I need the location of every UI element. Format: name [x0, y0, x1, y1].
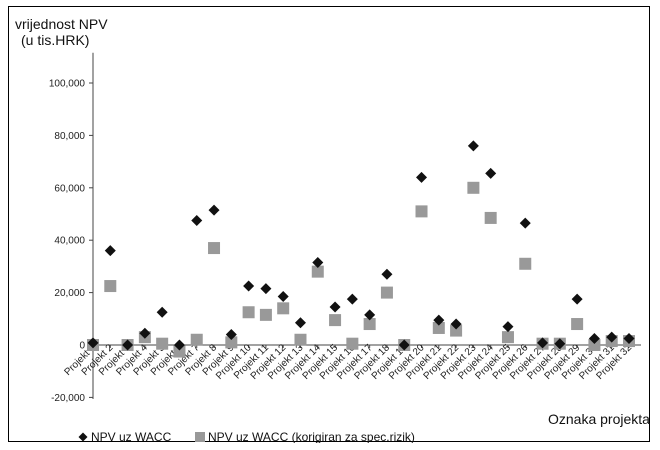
point-adjusted-npv [259, 308, 272, 321]
point-npv-wacc [537, 337, 549, 349]
point-npv-wacc [104, 245, 116, 257]
y-tick-label: 20,000 [54, 288, 85, 299]
point-adjusted-npv [242, 306, 255, 319]
point-adjusted-npv [380, 286, 393, 299]
y-axis-label-line-1: vrijednost NPV [15, 16, 108, 32]
point-npv-wacc [225, 329, 237, 341]
point-npv-wacc [364, 309, 376, 321]
point-npv-wacc [588, 332, 600, 344]
point-npv-wacc [87, 337, 99, 349]
point-npv-wacc [329, 301, 341, 313]
y-tick-label: 0 [79, 341, 85, 352]
point-npv-wacc [139, 327, 151, 339]
point-npv-wacc [243, 280, 255, 292]
point-adjusted-npv [450, 324, 463, 337]
y-tick-label: 40,000 [54, 236, 85, 247]
legend: NPV uz WACC NPV uz WACC (korigiran za spe… [78, 430, 415, 443]
point-adjusted-npv [363, 318, 376, 331]
point-npv-wacc [571, 293, 583, 305]
point-adjusted-npv [190, 333, 203, 346]
point-npv-wacc [606, 331, 618, 343]
point-npv-wacc [294, 317, 306, 329]
point-npv-wacc [623, 332, 635, 344]
x-axis-label: Oznaka projekta [548, 411, 650, 427]
point-adjusted-npv [294, 333, 307, 346]
legend-label-adjusted-npv: NPV uz WACC (korigiran za spec.rizik) [208, 430, 415, 443]
point-adjusted-npv [467, 181, 480, 194]
point-adjusted-npv [277, 302, 290, 315]
y-tick-labels: -20,000 0 20,000 40,000 60,000 80,000 100,000 [49, 79, 86, 404]
point-adjusted-npv [311, 265, 324, 278]
point-adjusted-npv [173, 345, 186, 358]
y-tick-label: -20,000 [51, 393, 85, 404]
point-npv-wacc [398, 339, 410, 351]
point-npv-wacc [433, 314, 445, 326]
point-npv-wacc [277, 291, 289, 303]
point-adjusted-npv [104, 280, 117, 293]
legend-marker-adjusted-npv [195, 432, 205, 442]
point-npv-wacc [519, 217, 531, 229]
point-npv-wacc [502, 321, 514, 333]
point-adjusted-npv [588, 339, 601, 351]
point-npv-wacc [191, 215, 203, 227]
point-adjusted-npv [415, 205, 428, 218]
point-adjusted-npv [329, 314, 342, 327]
point-npv-wacc [312, 256, 324, 268]
point-npv-wacc [346, 293, 358, 305]
point-npv-wacc [381, 268, 393, 280]
legend-marker-npv-wacc [78, 432, 88, 442]
point-adjusted-npv [501, 331, 514, 344]
y-tick-label: 60,000 [54, 183, 85, 194]
point-npv-wacc [416, 171, 428, 183]
y-axis-label-line-2: (u tis.HRK) [21, 32, 89, 48]
point-adjusted-npv [156, 337, 169, 350]
point-npv-wacc [156, 306, 168, 318]
y-tick-label: 100,000 [49, 79, 86, 90]
legend-label-npv-wacc: NPV uz WACC [91, 430, 172, 443]
point-npv-wacc [485, 167, 497, 179]
y-tick-label: 80,000 [54, 131, 85, 142]
point-npv-wacc [260, 283, 272, 295]
point-adjusted-npv [208, 242, 221, 255]
point-npv-wacc [554, 338, 566, 350]
point-adjusted-npv [346, 337, 359, 350]
point-npv-wacc [467, 140, 479, 152]
point-adjusted-npv [571, 318, 584, 331]
point-npv-wacc [450, 318, 462, 330]
point-npv-wacc [208, 204, 220, 216]
point-npv-wacc [173, 339, 185, 351]
point-adjusted-npv [484, 211, 497, 224]
point-adjusted-npv [225, 336, 238, 349]
data-points [87, 140, 635, 358]
point-npv-wacc [122, 339, 134, 351]
chart-frame: vrijednost NPV (u tis.HRK) -20,000 0 20,00… [8, 6, 650, 443]
point-adjusted-npv [519, 257, 532, 270]
point-adjusted-npv [432, 321, 445, 334]
npv-scatter-chart: vrijednost NPV (u tis.HRK) -20,000 0 20,00… [15, 16, 650, 443]
